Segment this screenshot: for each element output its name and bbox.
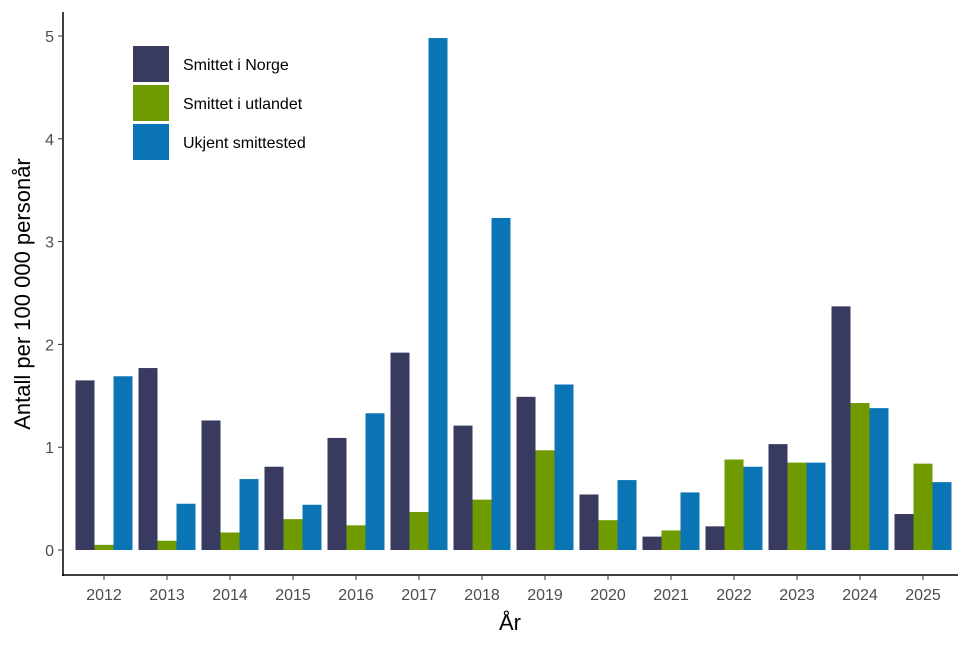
legend-label: Ukjent smittested	[183, 135, 306, 152]
x-tick-label: 2019	[527, 587, 563, 604]
bar-2014-1	[201, 420, 221, 550]
bars-layer	[75, 38, 952, 550]
bar-2018-1	[453, 425, 473, 550]
legend: Smittet i Norge Smittet i utlandet Ukjent …	[133, 46, 306, 160]
y-tick-label: 5	[45, 29, 54, 46]
bar-2023-3	[806, 462, 826, 550]
bar-2018-2	[472, 499, 492, 550]
x-tick-label: 2025	[905, 587, 941, 604]
bar-2023-1	[768, 444, 788, 550]
bar-2015-1	[264, 466, 284, 550]
x-tick-label: 2022	[716, 587, 752, 604]
x-axis-label: År	[499, 610, 521, 635]
bar-2023-2	[787, 462, 807, 550]
bar-2022-2	[724, 459, 744, 550]
bar-2016-3	[365, 413, 385, 550]
x-tick-label: 2018	[464, 587, 500, 604]
y-axis-label: Antall per 100 000 personår	[10, 158, 35, 430]
bar-2013-2	[157, 540, 177, 550]
bar-2020-2	[598, 520, 618, 550]
legend-swatch	[133, 85, 169, 121]
y-ticks: 0 1 2 3 4 5	[45, 29, 63, 560]
x-tick-label: 2013	[149, 587, 185, 604]
bar-2020-3	[617, 480, 637, 550]
bar-2024-3	[869, 408, 889, 550]
bar-2015-3	[302, 504, 322, 550]
bar-2014-2	[220, 532, 240, 550]
bar-2022-1	[705, 526, 725, 550]
y-tick-label: 1	[45, 440, 54, 457]
x-tick-label: 2020	[590, 587, 626, 604]
x-tick-label: 2012	[86, 587, 122, 604]
bar-2013-3	[176, 503, 196, 550]
bar-2016-1	[327, 437, 347, 550]
legend-label: Smittet i utlandet	[183, 96, 303, 113]
bar-2017-1	[390, 352, 410, 550]
bar-2018-3	[491, 217, 511, 550]
bar-2025-3	[932, 482, 952, 550]
bar-2021-1	[642, 536, 662, 550]
bar-2019-1	[516, 396, 536, 550]
x-tick-label: 2014	[212, 587, 248, 604]
y-tick-label: 4	[45, 132, 54, 149]
y-tick-label: 0	[45, 543, 54, 560]
bar-2017-3	[428, 38, 448, 550]
bar-2014-3	[239, 479, 259, 550]
bar-2012-3	[113, 376, 133, 550]
bar-2016-2	[346, 525, 366, 550]
legend-swatch	[133, 46, 169, 82]
bar-2024-1	[831, 306, 851, 550]
bar-2015-2	[283, 519, 303, 550]
bar-2012-1	[75, 380, 95, 550]
y-tick-label: 2	[45, 337, 54, 354]
legend-label: Smittet i Norge	[183, 57, 289, 74]
legend-swatch	[133, 124, 169, 160]
x-tick-label: 2024	[842, 587, 878, 604]
x-tick-label: 2015	[275, 587, 311, 604]
x-tick-label: 2016	[338, 587, 374, 604]
x-ticks: 2012 2013 2014 2015 2016 2017 2018 2019 2020 2021…	[86, 575, 941, 604]
x-tick-label: 2017	[401, 587, 437, 604]
x-tick-label: 2021	[653, 587, 689, 604]
bar-2025-2	[913, 463, 933, 550]
bar-2021-3	[680, 492, 700, 550]
bar-2024-2	[850, 402, 870, 550]
bar-2019-3	[554, 384, 574, 550]
bar-2020-1	[579, 494, 599, 550]
bar-2019-2	[535, 450, 555, 550]
bar-2021-2	[661, 530, 681, 550]
bar-2022-3	[743, 466, 763, 550]
bar-2025-1	[894, 514, 914, 550]
x-tick-label: 2023	[779, 587, 815, 604]
bar-2013-1	[138, 368, 158, 550]
y-tick-label: 3	[45, 235, 54, 252]
bar-2012-2	[94, 544, 114, 550]
bar-2017-2	[409, 511, 429, 550]
